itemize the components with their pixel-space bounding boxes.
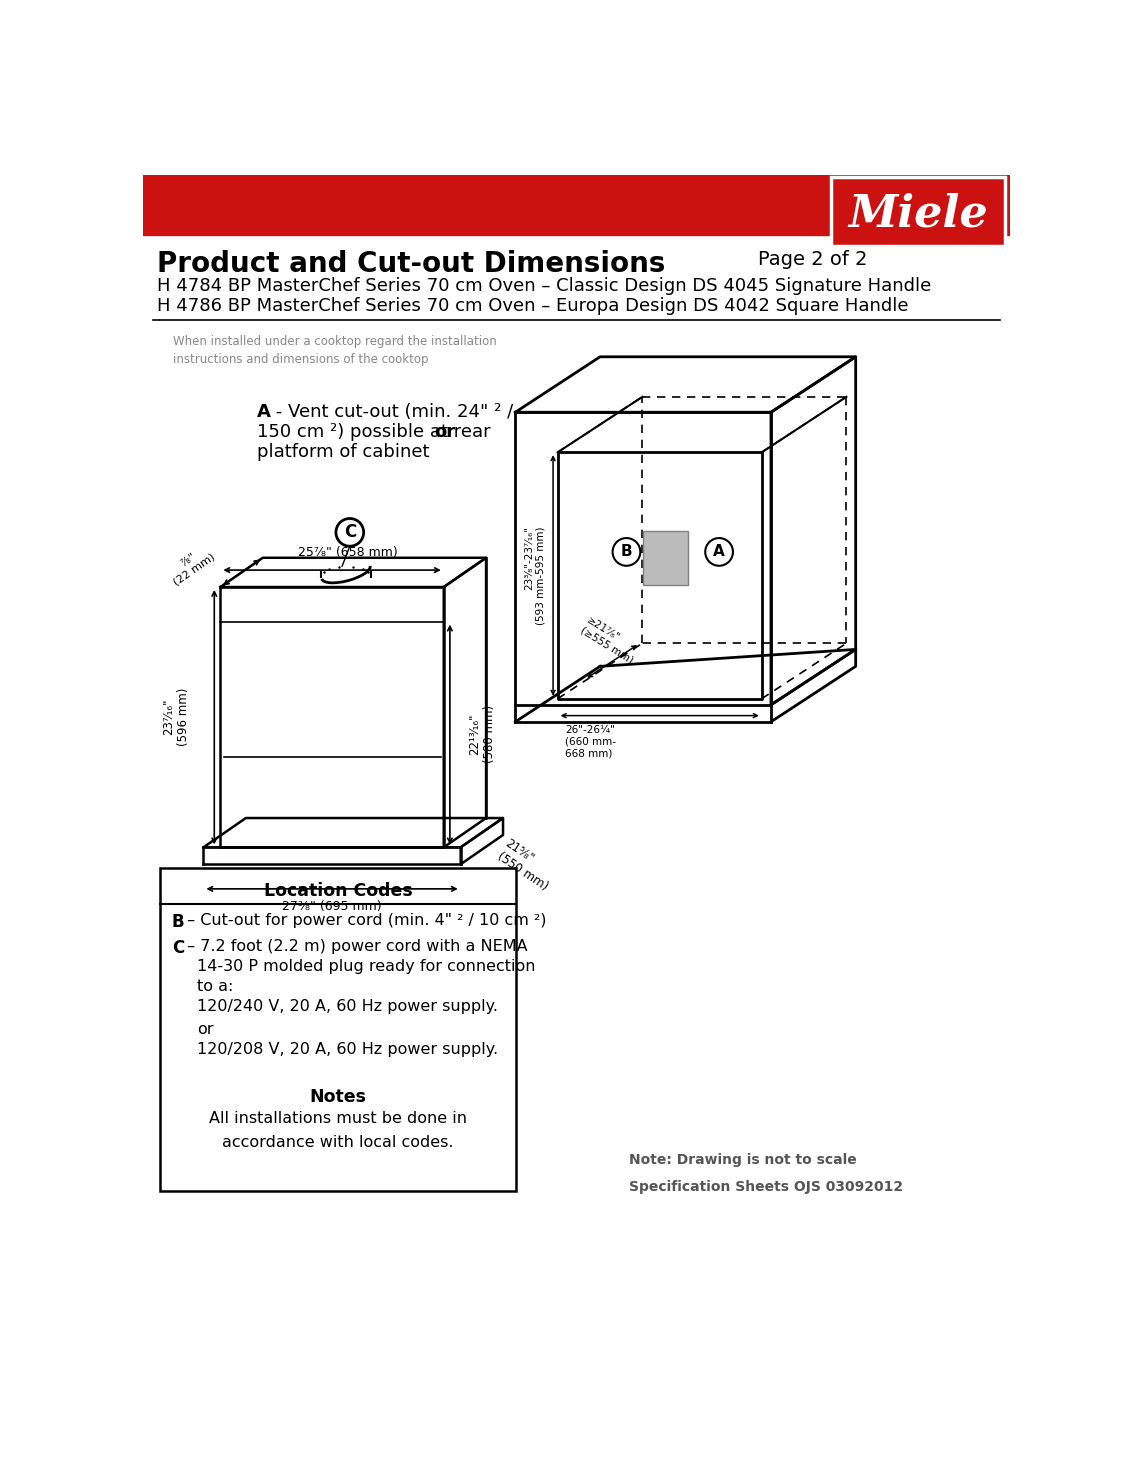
Text: Note: Drawing is not to scale: Note: Drawing is not to scale: [629, 1153, 856, 1167]
Bar: [831, 177, 1005, 247]
Text: 26"-26¼"
(660 mm-
668 mm): 26"-26¼" (660 mm- 668 mm): [566, 725, 616, 759]
Text: Page 2 of 2: Page 2 of 2: [758, 249, 867, 268]
Text: B: B: [621, 544, 632, 559]
Text: 150 cm ²) possible at rear: 150 cm ²) possible at rear: [258, 423, 497, 441]
Text: 25⁷⁄₈" (658 mm): 25⁷⁄₈" (658 mm): [298, 546, 397, 559]
Text: – Cut-out for power cord (min. 4" ² / 10 cm ²): – Cut-out for power cord (min. 4" ² / 10…: [182, 913, 547, 928]
Bar: [644, 531, 688, 585]
Text: platform of cabinet: platform of cabinet: [258, 444, 430, 461]
Text: 120/208 V, 20 A, 60 Hz power supply.: 120/208 V, 20 A, 60 Hz power supply.: [197, 1042, 498, 1058]
Text: H 4786 BP MasterChef Series 70 cm Oven – Europa Design DS 4042 Square Handle: H 4786 BP MasterChef Series 70 cm Oven –…: [158, 296, 909, 315]
Text: ⁷⁄₈"
(22 mm): ⁷⁄₈" (22 mm): [165, 541, 217, 588]
Text: - Vent cut-out (min. 24" ² /: - Vent cut-out (min. 24" ² /: [270, 403, 513, 422]
Text: 22¹³⁄₁₆"
(580 mm): 22¹³⁄₁₆" (580 mm): [468, 705, 496, 763]
Circle shape: [705, 538, 734, 566]
Text: or: or: [434, 423, 456, 441]
Text: 27³⁄₈" (695 mm): 27³⁄₈" (695 mm): [282, 900, 381, 913]
Text: C: C: [172, 940, 184, 957]
Circle shape: [613, 538, 640, 566]
Bar: [144, 175, 1010, 235]
Text: 14-30 P molded plug ready for connection: 14-30 P molded plug ready for connection: [197, 959, 536, 975]
Text: 23³⁄₈"-23⁷⁄₁₆"
(593 mm-595 mm): 23³⁄₈"-23⁷⁄₁₆" (593 mm-595 mm): [524, 527, 546, 624]
Text: A: A: [258, 403, 271, 422]
Text: 23⁷⁄₁₆"
(596 mm): 23⁷⁄₁₆" (596 mm): [162, 689, 190, 747]
Text: Miele: Miele: [848, 193, 988, 235]
Text: 21⁵⁄₈"
(550 mm): 21⁵⁄₈" (550 mm): [495, 837, 558, 893]
Text: ≥21⁷⁄₈"
(≥555 mm): ≥21⁷⁄₈" (≥555 mm): [578, 616, 641, 665]
Text: Notes: Notes: [309, 1088, 367, 1106]
Text: – 7.2 foot (2.2 m) power cord with a NEMA: – 7.2 foot (2.2 m) power cord with a NEM…: [182, 940, 528, 954]
Text: B: B: [172, 913, 184, 931]
Text: C: C: [343, 524, 356, 541]
Text: Product and Cut-out Dimensions: Product and Cut-out Dimensions: [158, 249, 666, 277]
Text: H 4784 BP MasterChef Series 70 cm Oven – Classic Design DS 4045 Signature Handle: H 4784 BP MasterChef Series 70 cm Oven –…: [158, 277, 931, 295]
Bar: [161, 868, 516, 1192]
Text: Specification Sheets OJS 03092012: Specification Sheets OJS 03092012: [629, 1180, 902, 1193]
Text: When installed under a cooktop regard the installation
instructions and dimensio: When installed under a cooktop regard th…: [173, 336, 496, 366]
Text: 120/240 V, 20 A, 60 Hz power supply.: 120/240 V, 20 A, 60 Hz power supply.: [197, 999, 498, 1014]
Circle shape: [336, 518, 363, 546]
Text: or: or: [197, 1023, 214, 1037]
Text: A: A: [713, 544, 724, 559]
Text: to a:: to a:: [197, 979, 234, 994]
Text: Location Codes: Location Codes: [264, 881, 413, 900]
Text: All installations must be done in
accordance with local codes.: All installations must be done in accord…: [209, 1112, 467, 1150]
